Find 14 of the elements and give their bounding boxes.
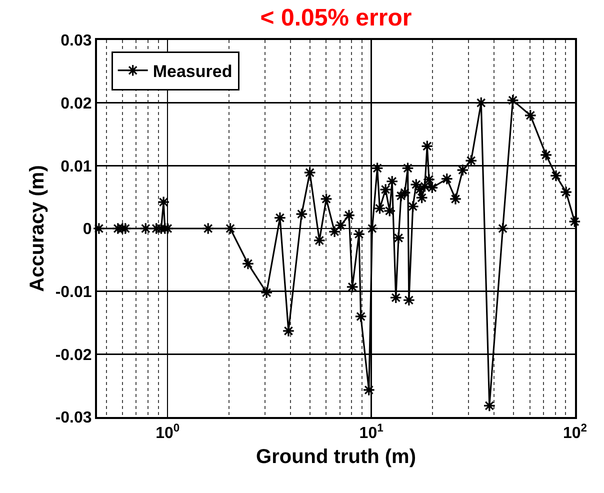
y-tick-label: 0: [82, 221, 92, 238]
y-axis-title: Accuracy (m): [26, 165, 48, 292]
chart-title: < 0.05% error: [260, 4, 412, 32]
y-tick-label: -0.03: [55, 410, 92, 427]
y-tick-label: -0.02: [55, 346, 92, 364]
legend-label: Measured: [152, 62, 232, 81]
y-tick-label: -0.01: [55, 284, 92, 301]
x-axis-title: Ground truth (m): [256, 446, 416, 468]
x-tick-label: 10$^{1}$: [359, 422, 384, 442]
y-tick-label: 0.02: [60, 95, 92, 112]
y-tick-label: 0.03: [60, 32, 92, 50]
x-tick-label: 10$^{0}$: [156, 422, 180, 442]
y-tick-label: 0.01: [60, 158, 92, 176]
x-tick-label: 10$^{2}$: [562, 422, 588, 442]
